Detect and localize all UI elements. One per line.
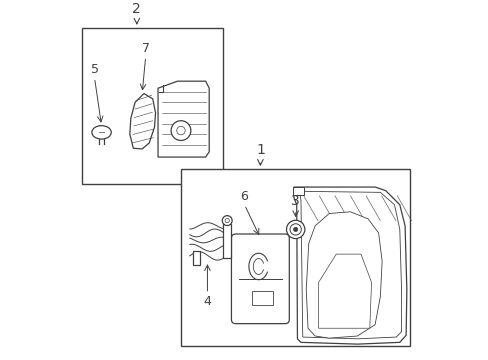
Polygon shape: [305, 212, 381, 338]
Circle shape: [293, 227, 297, 231]
Text: 4: 4: [203, 295, 211, 308]
Text: 2: 2: [132, 2, 141, 16]
Text: 3: 3: [291, 194, 300, 207]
Bar: [193, 251, 200, 265]
Text: 5: 5: [90, 63, 98, 76]
Polygon shape: [300, 191, 401, 339]
Polygon shape: [293, 187, 406, 344]
Circle shape: [222, 216, 232, 225]
Circle shape: [171, 121, 190, 140]
Text: 6: 6: [240, 190, 248, 203]
Bar: [251, 291, 272, 305]
Text: 1: 1: [255, 143, 264, 157]
Polygon shape: [158, 81, 209, 157]
Circle shape: [224, 219, 229, 223]
FancyBboxPatch shape: [231, 234, 289, 324]
Bar: [222, 224, 231, 258]
Bar: [293, 187, 304, 195]
Polygon shape: [318, 254, 371, 328]
Circle shape: [289, 224, 301, 235]
Circle shape: [176, 126, 185, 135]
Circle shape: [286, 220, 304, 239]
Bar: [181, 170, 409, 346]
Text: 7: 7: [142, 42, 149, 55]
Bar: [82, 28, 223, 184]
Ellipse shape: [92, 126, 111, 139]
Polygon shape: [129, 94, 155, 149]
